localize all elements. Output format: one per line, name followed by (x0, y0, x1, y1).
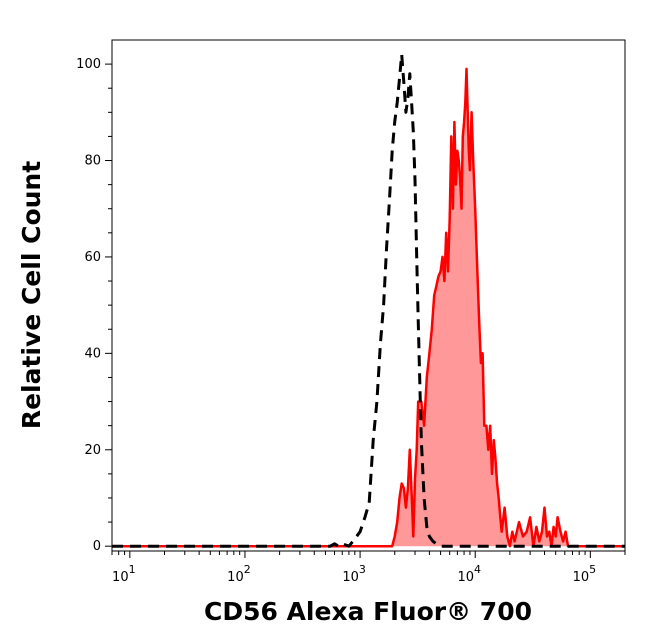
y-tick-label: 40 (84, 346, 101, 361)
x-tick-label: 104 (457, 563, 481, 585)
x-tick-label: 103 (342, 563, 366, 585)
series-layer (112, 53, 625, 548)
y-tick-label: 60 (84, 250, 101, 265)
x-tick-label: 102 (227, 563, 251, 585)
plot-frame (111, 39, 626, 552)
series-1-line (112, 67, 625, 548)
series-1-area (112, 68, 625, 547)
y-tick-label: 20 (84, 443, 101, 458)
y-axis-title: Relative Cell Count (17, 161, 46, 429)
y-tick-label: 80 (84, 154, 101, 169)
y-axis: 0 20 40 60 80 100 (76, 57, 112, 554)
series-0-line (112, 53, 625, 548)
x-tick-label: 101 (112, 563, 136, 585)
x-axis-title: CD56 Alexa Fluor® 700 (204, 597, 532, 626)
y-tick-label: 0 (93, 539, 101, 554)
y-tick-label: 100 (76, 57, 101, 72)
x-axis: 101 102 103 104 105 (111, 551, 626, 585)
x-tick-label: 105 (573, 563, 597, 585)
